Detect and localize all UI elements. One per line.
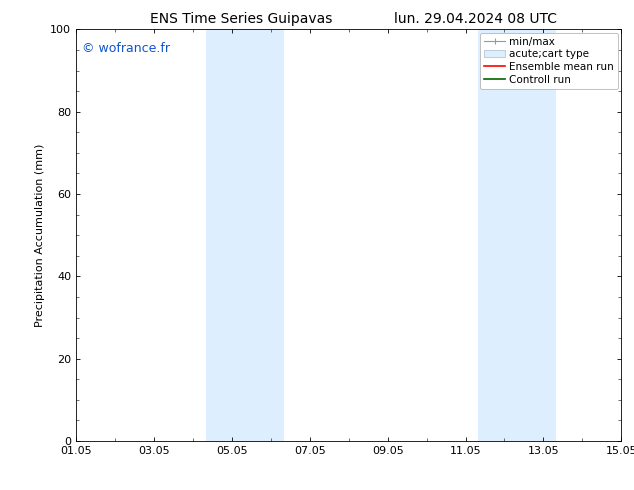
Legend: min/max, acute;cart type, Ensemble mean run, Controll run: min/max, acute;cart type, Ensemble mean … (480, 32, 618, 89)
Bar (479, 29, 505, 441)
Text: ENS Time Series Guipavas: ENS Time Series Guipavas (150, 12, 332, 26)
Bar (232, 29, 283, 441)
Bar (206, 29, 232, 441)
Text: lun. 29.04.2024 08 UTC: lun. 29.04.2024 08 UTC (394, 12, 557, 26)
Text: © wofrance.fr: © wofrance.fr (82, 42, 169, 55)
Y-axis label: Precipitation Accumulation (mm): Precipitation Accumulation (mm) (35, 144, 44, 327)
Bar (505, 29, 556, 441)
